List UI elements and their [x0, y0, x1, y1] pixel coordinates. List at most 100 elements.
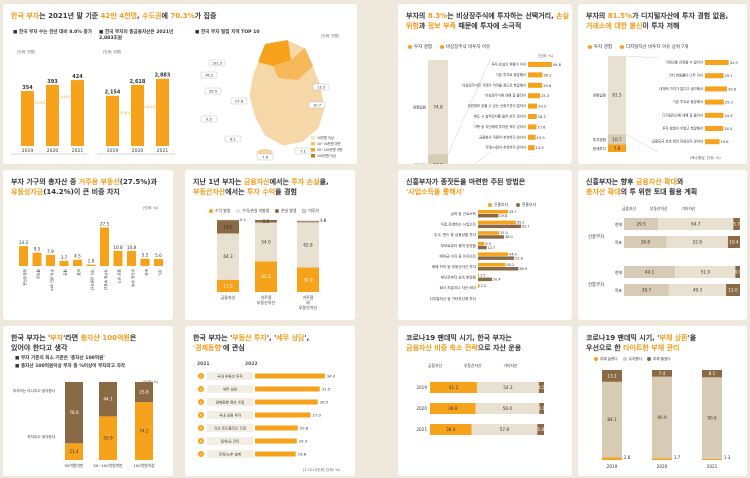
data-label: 41.2	[449, 385, 459, 390]
legend-label: 부자라는 아니라고 생각한다	[13, 388, 56, 393]
bar	[528, 72, 543, 78]
segment	[217, 279, 239, 292]
bar	[59, 260, 69, 266]
card-title: 신흥부자는 향후 금융자산 확대와 총자산 확대의 투 위한 토대 활용 계획	[586, 178, 698, 196]
tick-label: 절세/금 관리	[221, 439, 240, 444]
unit-label: (단위: %)	[538, 54, 554, 58]
data-label: 4.0	[734, 270, 741, 275]
chart-digital-assets: 81.5 경험없음 10.7 투자경험 7.8 현재투자 거래소를 신뢰할 수 없어서 31.…	[593, 55, 738, 153]
item-bg	[207, 450, 253, 458]
data-label: 90.6	[707, 416, 717, 421]
tick-label: 금융당국 보호 방안 마련되지 않아서	[652, 139, 703, 144]
map-label: 39.5	[209, 90, 217, 94]
data-label: 2.3	[481, 284, 486, 288]
tick-label: 부모로부터 상속 받았음	[441, 275, 477, 280]
data-label: 4.5	[74, 254, 81, 259]
region-north	[273, 48, 313, 80]
tick-label: 거주용	[302, 294, 313, 300]
item-bg	[207, 424, 253, 432]
growth-label: 8.0%	[61, 95, 70, 99]
growth-label: 10.1%	[145, 105, 157, 109]
bar	[528, 82, 543, 88]
data-label: 3.7	[61, 255, 68, 260]
bar	[478, 210, 508, 214]
segment	[675, 266, 736, 278]
data-label: 13.9	[536, 146, 545, 150]
data-label: 38.7	[642, 288, 652, 293]
tick-label: 예적금 이자 등 이자소득	[440, 253, 477, 258]
legend-item: 기타자산	[681, 206, 696, 211]
rank-label: 3	[200, 388, 202, 392]
map-label-box	[204, 87, 222, 95]
rank-circle	[198, 399, 204, 405]
segment	[624, 266, 676, 278]
rank-circle	[198, 412, 204, 418]
bar	[478, 231, 500, 235]
data-label: 24.5	[724, 127, 732, 131]
chart-rich-count: 354 2019 393 2020 424 2021 10.9% 8.0%	[11, 74, 87, 155]
data-label: 90.9	[657, 415, 667, 420]
card-title: 코로나19 팬데믹 시기, '부채 상환'을 우선으로 한 타이트한 부채 관리	[586, 334, 697, 352]
unit-label: (복수응답, 단위: %)	[690, 156, 721, 160]
tick-label: 유동성자금	[23, 269, 28, 286]
tick-label: 관련정보 얻을 수 있는 신뢰기관이 없어서	[468, 103, 526, 108]
data-label: 1.3	[724, 455, 731, 460]
tick-label: 투자 손실의 위험이 커서	[492, 62, 526, 67]
data-label: 36.4	[446, 427, 456, 432]
tick-label: 현재	[615, 270, 622, 275]
tick-label: 채권	[63, 269, 68, 276]
bar	[21, 90, 34, 146]
tick-label: 2020	[47, 148, 59, 154]
legend: 수익 발생 수익/손실 미발생 손실 발생 미투자	[209, 208, 319, 214]
jeju-island	[257, 149, 273, 155]
data-label: 2,883	[155, 73, 171, 79]
segment	[702, 370, 722, 378]
map-label: 10.7	[313, 104, 321, 108]
data-label: 62.8	[303, 242, 313, 247]
tick-label: 2021	[157, 148, 169, 154]
data-label: 52.8	[515, 256, 523, 260]
segment	[471, 424, 538, 435]
chart-interests: 1 국내 부동산 투자 34.0 3 세무 상담 31.5 2 경제동향 정보 수집 30.5 4…	[198, 372, 336, 458]
segment	[430, 403, 476, 414]
tick-label: 2020	[416, 406, 427, 411]
bar	[255, 438, 297, 444]
bar	[528, 62, 552, 67]
segment	[652, 376, 672, 459]
card-future-plan: 신흥부자는 향후 금융자산 확대와 총자산 확대의 투 위한 토대 활용 계획 금…	[578, 170, 747, 320]
data-label: 19.2	[538, 105, 546, 109]
rank-label: 4	[200, 414, 203, 418]
segment	[602, 457, 622, 460]
data-label: 42.5	[261, 274, 271, 279]
legend-label: 부자라고 생각한다	[27, 434, 55, 439]
legend-item: 부채 늘렸다	[594, 357, 618, 362]
data-label: 44.1	[103, 397, 113, 402]
bar	[705, 139, 720, 145]
data-label: 30.5	[320, 400, 329, 405]
map-label-box	[230, 97, 248, 105]
data-label: 84.1	[607, 417, 617, 422]
bar	[705, 99, 724, 105]
tick-label: 빌딩 상가	[117, 269, 122, 284]
data-label: 34.0	[327, 374, 336, 379]
rank-label: 5	[200, 427, 202, 431]
data-label: 62.7	[522, 225, 530, 229]
connector	[474, 151, 491, 164]
bar	[478, 224, 521, 229]
data-label: 29.6	[543, 84, 552, 88]
bar	[100, 227, 109, 266]
rank-label: 2	[200, 401, 202, 405]
data-label: 55.9	[103, 436, 113, 441]
tick-label: 금융회사 직원이 추천하지 않아서	[479, 134, 526, 139]
card-title: 코로나19 팬데믹 시기, 한국 부자는 금융자산 비중 축소 전략으로 자산 운…	[406, 334, 522, 352]
chart-asset-composition: 14.2 유동성자금 9.5 예적금 7.9 주식·펀드·ETF 3.7 채권 4.5 보험 1.0…	[19, 222, 163, 291]
map-label: 76.2	[205, 74, 213, 78]
data-label: 31.0	[500, 231, 508, 235]
tick-label: 부동산자산	[257, 299, 276, 305]
segment	[255, 220, 277, 223]
bar	[528, 103, 538, 109]
bar	[478, 235, 505, 239]
connector	[447, 59, 491, 155]
segment	[296, 219, 320, 222]
